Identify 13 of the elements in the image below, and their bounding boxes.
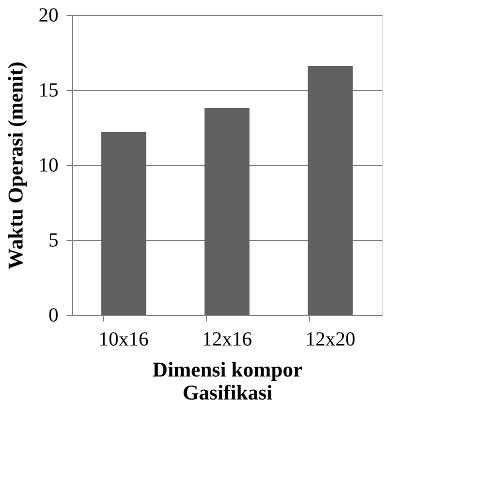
bar bbox=[101, 132, 146, 315]
y-tick-label: 10 bbox=[38, 154, 58, 176]
x-tick-label: 10x16 bbox=[98, 328, 149, 350]
y-tick-label: 0 bbox=[48, 304, 58, 326]
x-tick-label: 12x16 bbox=[202, 328, 252, 350]
x-axis-title: Dimensi kompor Gasifikasi bbox=[152, 358, 302, 404]
y-tick-label: 15 bbox=[38, 80, 58, 102]
y-tick-label: 20 bbox=[38, 4, 58, 26]
y-tick-label: 5 bbox=[48, 230, 58, 252]
bar bbox=[204, 108, 250, 315]
x-tick-label: 12x20 bbox=[305, 328, 356, 350]
bar bbox=[308, 66, 353, 315]
y-axis-title: Waktu Operasi (menit) bbox=[4, 62, 28, 270]
